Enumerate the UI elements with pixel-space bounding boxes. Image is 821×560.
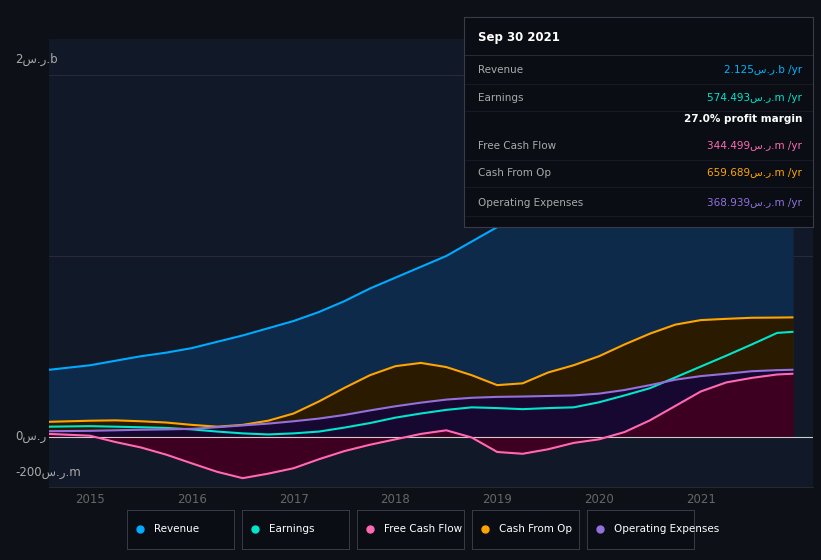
Text: 2س.ر.b: 2س.ر.b — [15, 53, 57, 66]
Text: 27.0% profit margin: 27.0% profit margin — [684, 114, 802, 124]
Text: 368.939س.ر.m /yr: 368.939س.ر.m /yr — [708, 198, 802, 208]
Text: 0س.ر: 0س.ر — [15, 430, 46, 443]
Text: -200س.ر.m: -200س.ر.m — [15, 466, 80, 479]
Text: Revenue: Revenue — [154, 524, 199, 534]
Text: Cash From Op: Cash From Op — [478, 168, 551, 178]
Text: Operating Expenses: Operating Expenses — [478, 198, 583, 208]
Text: Free Cash Flow: Free Cash Flow — [478, 141, 556, 151]
Text: Earnings: Earnings — [478, 92, 523, 102]
Text: 659.689س.ر.m /yr: 659.689س.ر.m /yr — [708, 168, 802, 178]
Text: Sep 30 2021: Sep 30 2021 — [478, 31, 560, 44]
Text: Earnings: Earnings — [268, 524, 314, 534]
Text: 574.493س.ر.m /yr: 574.493س.ر.m /yr — [708, 92, 802, 102]
Text: Cash From Op: Cash From Op — [499, 524, 571, 534]
Text: 2.125س.ر.b /yr: 2.125س.ر.b /yr — [724, 66, 802, 76]
Text: 344.499س.ر.m /yr: 344.499س.ر.m /yr — [708, 141, 802, 151]
Text: Revenue: Revenue — [478, 66, 523, 76]
Text: Operating Expenses: Operating Expenses — [614, 524, 719, 534]
Text: Free Cash Flow: Free Cash Flow — [384, 524, 462, 534]
